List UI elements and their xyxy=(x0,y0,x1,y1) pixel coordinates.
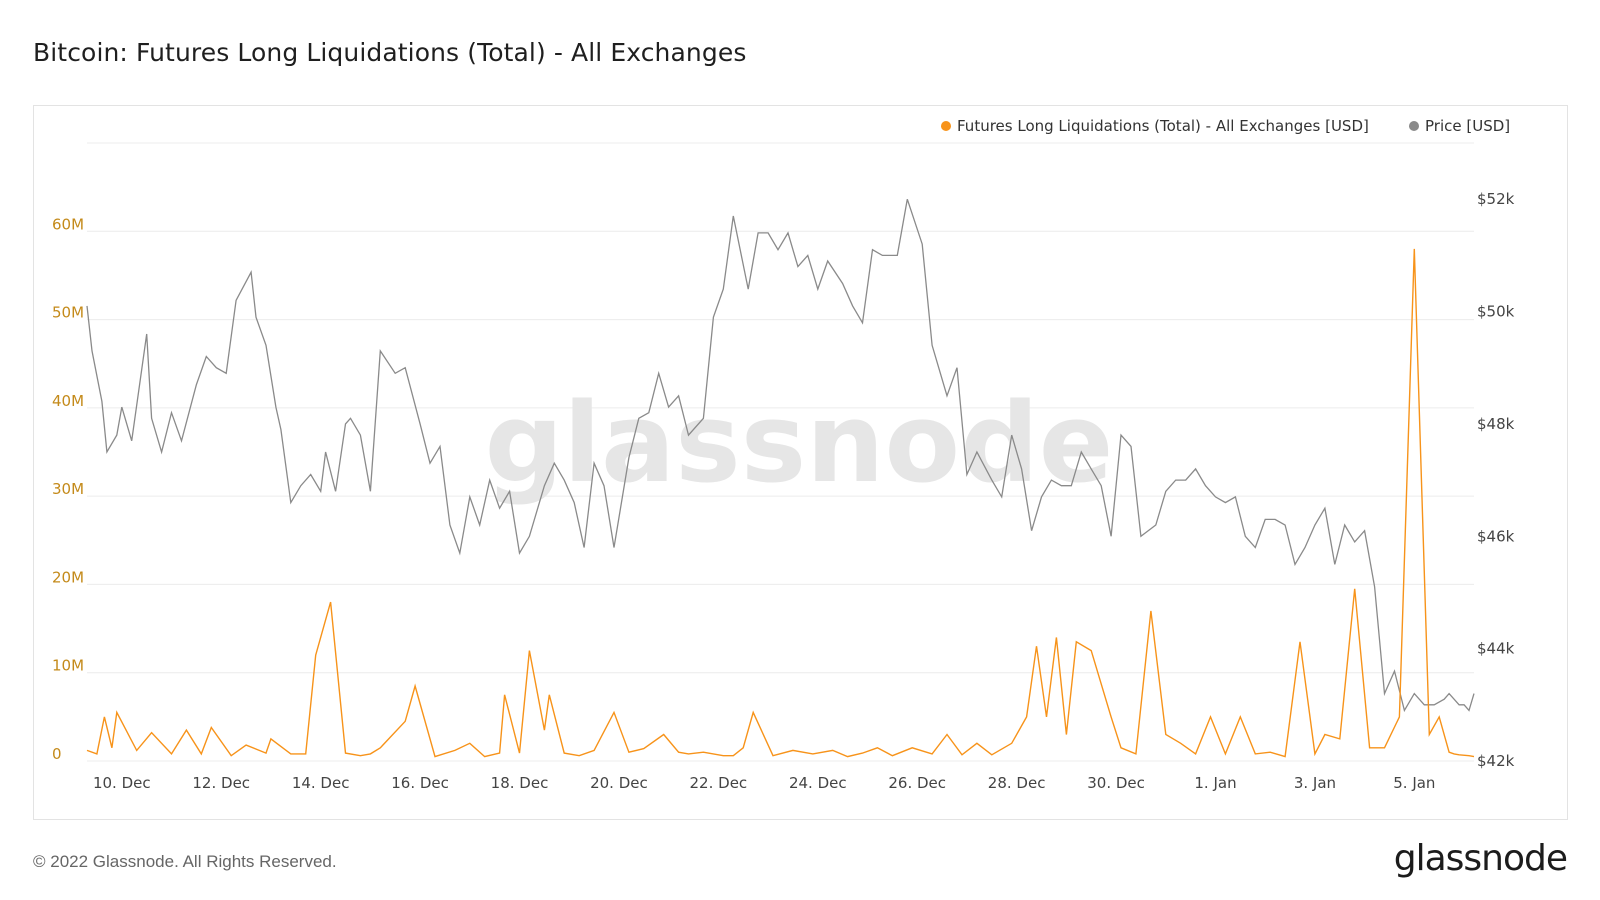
y-left-tick-label: 20M xyxy=(52,568,84,586)
chart-svg: glassnode 0 10M 20M 30M 40M 50M 60M $42k $44k $46k… xyxy=(52,117,1515,792)
legend-label-liquidations[interactable]: Futures Long Liquidations (Total) - All … xyxy=(957,117,1369,135)
x-tick-label: 24. Dec xyxy=(789,774,847,792)
x-tick-label: 1. Jan xyxy=(1194,774,1236,792)
y-left-tick-label: 40M xyxy=(52,392,84,410)
y-right-tick-label: $52k xyxy=(1477,190,1515,208)
x-tick-label: 18. Dec xyxy=(491,774,549,792)
y-left-tick-label: 10M xyxy=(52,657,84,675)
chart-title: Bitcoin: Futures Long Liquidations (Tota… xyxy=(33,38,747,67)
y-left-tick-label: 60M xyxy=(52,215,84,233)
legend-label-price[interactable]: Price [USD] xyxy=(1425,117,1510,135)
series-line-liquidations xyxy=(86,248,1475,758)
y-right-tick-label: $50k xyxy=(1477,303,1515,321)
y-left-tick-label: 0 xyxy=(52,745,62,763)
footer-copyright: © 2022 Glassnode. All Rights Reserved. xyxy=(33,852,337,871)
x-tick-label: 30. Dec xyxy=(1087,774,1145,792)
x-tick-label: 12. Dec xyxy=(192,774,250,792)
x-tick-label: 16. Dec xyxy=(391,774,449,792)
series-line-price xyxy=(86,198,1475,713)
x-tick-label: 3. Jan xyxy=(1294,774,1336,792)
x-tick-label: 14. Dec xyxy=(292,774,350,792)
x-tick-label: 26. Dec xyxy=(888,774,946,792)
y-left-tick-label: 50M xyxy=(52,304,84,322)
footer-logo[interactable]: glassnode xyxy=(1393,838,1568,879)
y-right-tick-label: $44k xyxy=(1477,640,1515,658)
y-right-tick-label: $42k xyxy=(1477,752,1515,770)
x-tick-label: 20. Dec xyxy=(590,774,648,792)
x-tick-label: 22. Dec xyxy=(690,774,748,792)
y-right-tick-label: $46k xyxy=(1477,527,1515,545)
chart-container: glassnode 0 10M 20M 30M 40M 50M 60M $42k $44k $46k… xyxy=(33,105,1568,820)
x-tick-label: 5. Jan xyxy=(1393,774,1435,792)
x-tick-label: 28. Dec xyxy=(988,774,1046,792)
y-right-tick-label: $48k xyxy=(1477,415,1515,433)
x-tick-label: 10. Dec xyxy=(93,774,151,792)
y-left-tick-label: 30M xyxy=(52,480,84,498)
legend-marker-price xyxy=(1409,121,1419,131)
legend-marker-liquidations xyxy=(941,121,951,131)
watermark: glassnode xyxy=(485,379,1114,507)
